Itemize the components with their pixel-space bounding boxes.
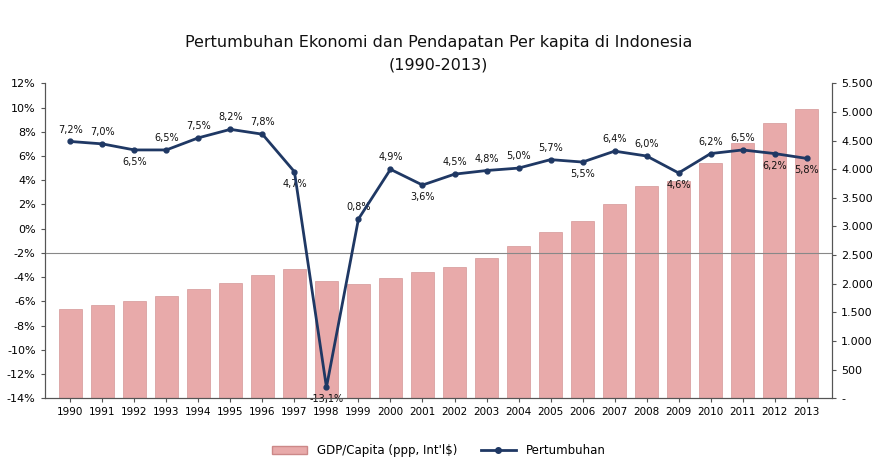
Text: 6,5%: 6,5%	[730, 133, 755, 143]
Text: 4,8%: 4,8%	[474, 154, 499, 163]
Text: 6,2%: 6,2%	[699, 137, 723, 147]
Text: 3,6%: 3,6%	[410, 192, 435, 202]
Bar	[603, 204, 626, 398]
Bar	[251, 275, 274, 398]
Text: 5,5%: 5,5%	[570, 169, 595, 179]
Text: 5,8%: 5,8%	[795, 165, 819, 175]
Bar	[763, 124, 786, 398]
Text: 5,0%: 5,0%	[506, 151, 531, 161]
Text: 6,0%: 6,0%	[634, 139, 659, 149]
Bar	[635, 187, 658, 398]
Bar	[282, 269, 306, 398]
Bar	[123, 301, 146, 398]
Text: 4,6%: 4,6%	[666, 180, 691, 190]
Bar	[507, 246, 530, 398]
Bar	[411, 272, 434, 398]
Text: 4,7%: 4,7%	[282, 179, 307, 189]
Bar	[347, 284, 370, 398]
Bar	[667, 181, 690, 398]
Bar	[315, 281, 338, 398]
Bar	[219, 282, 242, 398]
Legend: GDP/Capita (ppp, Int'l$), Pertumbuhan: GDP/Capita (ppp, Int'l$), Pertumbuhan	[267, 439, 610, 462]
Text: 6,5%: 6,5%	[154, 133, 179, 143]
Text: 4,5%: 4,5%	[442, 157, 466, 167]
Bar	[155, 296, 178, 398]
Text: 7,2%: 7,2%	[58, 125, 83, 135]
Text: 6,2%: 6,2%	[762, 161, 787, 170]
Bar	[796, 109, 818, 398]
Bar	[731, 144, 754, 398]
Bar	[475, 258, 498, 398]
Text: 6,5%: 6,5%	[122, 157, 147, 167]
Text: -13,1%: -13,1%	[310, 394, 343, 404]
Text: 0,8%: 0,8%	[346, 202, 370, 212]
Bar	[699, 163, 722, 398]
Bar	[187, 289, 210, 398]
Text: 7,5%: 7,5%	[186, 121, 211, 131]
Bar	[539, 232, 562, 398]
Bar	[571, 221, 594, 398]
Text: 7,8%: 7,8%	[250, 117, 275, 127]
Text: 5,7%: 5,7%	[539, 143, 563, 153]
Bar	[91, 306, 114, 398]
Text: 4,9%: 4,9%	[378, 152, 403, 163]
Text: 8,2%: 8,2%	[218, 113, 243, 122]
Text: 7,0%: 7,0%	[90, 127, 114, 137]
Bar	[59, 309, 82, 398]
Text: 6,4%: 6,4%	[602, 134, 627, 144]
Title: Pertumbuhan Ekonomi dan Pendapatan Per kapita di Indonesia
(1990-2013): Pertumbuhan Ekonomi dan Pendapatan Per k…	[185, 35, 693, 72]
Bar	[443, 267, 466, 398]
Bar	[379, 278, 402, 398]
